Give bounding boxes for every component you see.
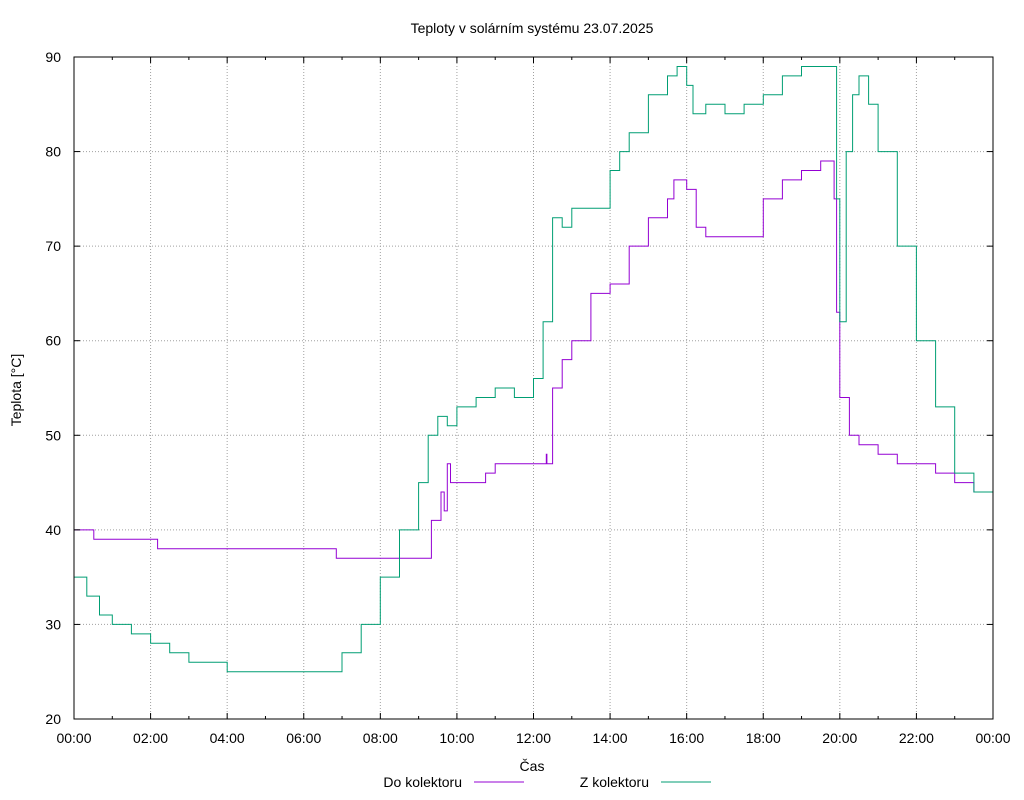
x-tick-label: 22:00 [899, 730, 934, 746]
series-layer [74, 66, 994, 673]
legend-label-do-kolektoru: Do kolektoru [383, 774, 462, 790]
y-tick-label: 20 [45, 711, 61, 727]
y-axis-label: Teplota [°C] [8, 354, 24, 427]
x-tick-label: 20:00 [822, 730, 857, 746]
x-tick-label: 00:00 [975, 730, 1010, 746]
x-tick-label: 04:00 [210, 730, 245, 746]
y-tick-label: 60 [45, 333, 61, 349]
series-line-z-kolektoru [74, 66, 994, 673]
y-tick-label: 40 [45, 522, 61, 538]
y-tick-label: 90 [45, 49, 61, 65]
chart-title: Teploty v solárním systému 23.07.2025 [411, 20, 654, 36]
x-tick-label: 18:00 [746, 730, 781, 746]
series-line-do-kolektoru [74, 160, 994, 559]
x-tick-label: 12:00 [516, 730, 551, 746]
x-axis-label: Čas [520, 758, 545, 774]
x-tick-label: 14:00 [593, 730, 628, 746]
y-tick-label: 80 [45, 144, 61, 160]
ticks [73, 56, 994, 720]
y-tick-label: 30 [45, 616, 61, 632]
x-tick-label: 16:00 [669, 730, 704, 746]
y-tick-labels: 20 30 40 50 60 70 80 90 [45, 49, 61, 727]
x-tick-label: 00:00 [56, 730, 91, 746]
x-tick-label: 08:00 [363, 730, 398, 746]
legend-label-z-kolektoru: Z kolektoru [580, 774, 649, 790]
x-tick-label: 02:00 [133, 730, 168, 746]
x-tick-labels: 00:00 02:00 04:00 06:00 08:00 10:00 12:00 14:00… [56, 730, 1010, 746]
grid [74, 57, 993, 719]
y-tick-label: 70 [45, 238, 61, 254]
x-tick-label: 06:00 [286, 730, 321, 746]
legend: Do kolektoru Z kolektoru [383, 774, 711, 790]
x-tick-label: 10:00 [439, 730, 474, 746]
y-tick-label: 50 [45, 427, 61, 443]
